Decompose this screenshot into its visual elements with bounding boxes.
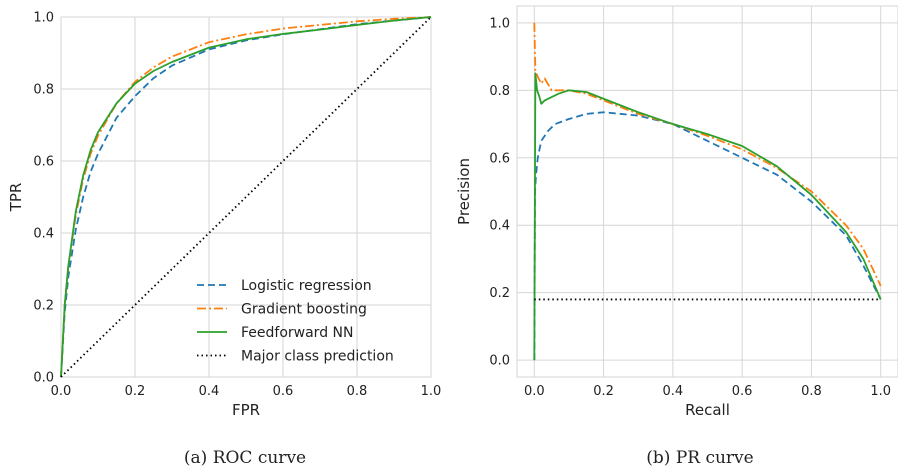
- y-tick-label: 0.6: [489, 151, 510, 166]
- x-tick-label: 0.4: [199, 384, 220, 399]
- x-tick-label: 0.0: [524, 384, 545, 399]
- y-tick-label: 0.4: [33, 227, 54, 242]
- pr-chart: 0.0 0.2 0.4 0.6 0.8 1.0 0.0 0.2 0.4 0.6 0.8 1.0 Reca…: [455, 5, 898, 419]
- x-tick-label: 1.0: [421, 384, 442, 399]
- pr-caption: (b) PR curve: [646, 448, 753, 468]
- y-tick-label: 0.6: [33, 155, 54, 170]
- y-tick-label: 0.0: [33, 371, 54, 386]
- y-tick-label: 0.8: [33, 83, 54, 98]
- legend-label-gradient-boosting: Gradient boosting: [241, 302, 367, 318]
- series-line-feedforward-nn: [60, 16, 432, 378]
- series-line-logistic-regression: [60, 16, 432, 378]
- x-tick-label: 1.0: [870, 384, 891, 399]
- legend-label-feedforward-nn: Feedforward NN: [241, 325, 353, 341]
- series-line-major-class-prediction: [60, 16, 432, 378]
- y-axis-label: TPR: [7, 183, 25, 213]
- y-axis-label: Precision: [455, 158, 473, 225]
- y-tick-label: 0.0: [489, 354, 510, 369]
- x-axis-label: Recall: [685, 401, 730, 419]
- x-tick-label: 0.4: [663, 384, 684, 399]
- y-tick-label: 0.2: [33, 299, 54, 314]
- x-tick-label: 0.2: [593, 384, 614, 399]
- x-tick-label: 0.6: [273, 384, 294, 399]
- x-tick-label: 0.8: [347, 384, 368, 399]
- roc-caption: (a) ROC curve: [184, 448, 306, 468]
- legend-label-major-class-prediction: Major class prediction: [241, 349, 394, 365]
- y-tick-label: 0.8: [489, 84, 510, 99]
- x-axis-label: FPR: [232, 401, 260, 419]
- legend-label-logistic-regression: Logistic regression: [241, 278, 372, 294]
- series-line-logistic-regression: [533, 111, 882, 361]
- x-tick-label: 0.0: [51, 384, 72, 399]
- y-tick-label: 0.2: [489, 286, 510, 301]
- series-line-feedforward-nn: [533, 72, 882, 361]
- x-tick-label: 0.2: [125, 384, 146, 399]
- y-tick-label: 1.0: [489, 16, 510, 31]
- plot-frame: [516, 5, 898, 378]
- series-line-gradient-boosting: [533, 22, 882, 287]
- x-tick-label: 0.8: [801, 384, 822, 399]
- roc-chart: 0.0 0.2 0.4 0.6 0.8 1.0 0.0 0.2 0.4 0.6 0.8 1.0 FPR T…: [7, 11, 441, 420]
- x-tick-label: 0.6: [732, 384, 753, 399]
- y-tick-label: 1.0: [33, 11, 54, 26]
- y-tick-label: 0.4: [489, 219, 510, 234]
- plot-frame: [60, 16, 432, 378]
